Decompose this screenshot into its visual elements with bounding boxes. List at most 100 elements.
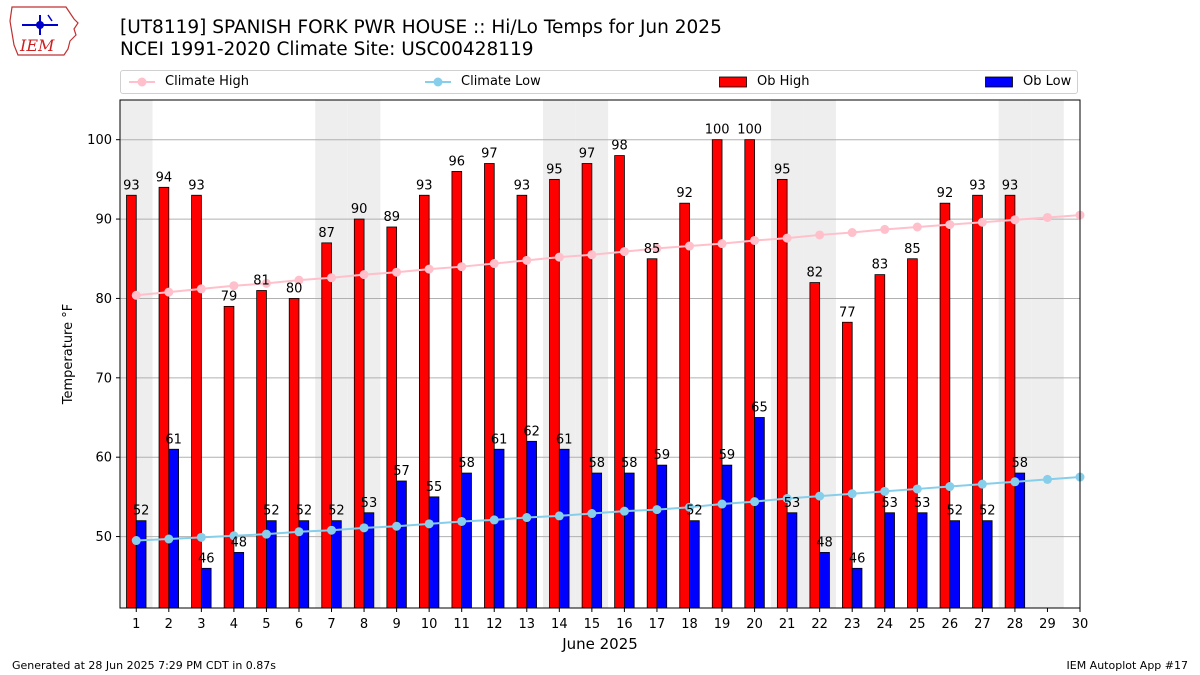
bar-ob-low [949,520,960,609]
x-tick-label: 12 [486,617,503,632]
data-label-ob-low: 52 [296,504,313,519]
climate-low-point [880,486,890,496]
y-tick-label: 100 [87,133,112,148]
y-tick-label: 60 [95,451,112,466]
climate-low-point [196,532,206,542]
bar-ob-high [321,242,332,609]
y-tick-label: 70 [95,371,112,386]
legend-item-climate-low: Climate Low [425,74,541,89]
climate-low-point [684,502,694,512]
bar-ob-low [396,480,407,609]
climate-high-point [880,224,890,234]
climate-low-point [261,529,271,539]
bar-ob-high [191,194,202,609]
bar-ob-low [591,472,603,609]
data-label-ob-low: 59 [654,448,671,463]
climate-high-point [1042,212,1052,222]
bar-ob-low [428,496,440,609]
x-tick-label: 20 [746,617,763,632]
climate-high-line [136,214,1081,297]
bar-ob-low [1014,472,1026,609]
data-label-ob-low: 52 [686,504,703,519]
data-label-ob-high: 95 [546,162,563,177]
climate-low-point [945,482,955,492]
climate-high-point [652,243,662,253]
x-tick-label: 8 [360,617,368,632]
climate-high-point [912,222,922,232]
bar-ob-low [851,567,863,609]
data-label-ob-high: 85 [904,242,921,257]
footer-app-text: IEM Autoplot App #17 [1066,659,1189,672]
data-label-ob-low: 52 [263,504,280,519]
data-label-ob-high: 92 [676,186,693,201]
climate-low-point [131,536,141,546]
bar-ob-high [646,258,658,609]
data-label-ob-high: 82 [807,266,824,281]
data-label-ob-high: 87 [318,226,335,241]
data-label-ob-low: 52 [979,504,996,519]
x-axis-label: June 2025 [561,635,638,653]
data-label-ob-low: 62 [523,424,540,439]
climate-high-point [131,290,141,300]
x-tick-label: 27 [974,617,991,632]
data-label-ob-low: 52 [133,504,150,519]
x-tick-label: 17 [649,617,666,632]
legend-label-ob-low: Ob Low [1023,74,1072,89]
x-tick-label: 6 [295,617,303,632]
climate-high-point [327,273,337,283]
climate-high-point [619,247,629,257]
data-label-ob-low: 53 [881,496,898,511]
x-tick-label: 2 [165,617,173,632]
bar-ob-high [158,186,170,609]
data-label-ob-low: 58 [1012,456,1029,471]
x-tick-label: 9 [392,617,400,632]
climate-low-point [815,491,825,501]
weekend-shade [1031,100,1064,608]
climate-high-point [945,220,955,230]
data-label-ob-high: 83 [872,258,889,273]
bar-ob-low [689,520,700,609]
climate-low-point [1010,477,1020,487]
bar-ob-high [484,163,495,609]
svg-text:IEM: IEM [19,36,55,55]
legend-item-climate-high: Climate High [129,74,249,89]
climate-low-point [717,499,727,509]
climate-high-point [294,275,304,285]
climate-low-point [847,489,857,499]
data-label-ob-low: 55 [426,480,443,495]
climate-low-point [554,511,564,521]
x-tick-label: 11 [453,617,470,632]
bar-ob-low [754,417,765,609]
data-label-ob-high: 89 [383,210,400,225]
bar-ob-high [256,290,267,609]
climate-low-point [489,515,499,525]
bar-ob-low [981,520,993,609]
data-label-ob-low: 65 [751,401,768,416]
data-label-ob-low: 53 [361,496,378,511]
data-label-ob-low: 61 [165,432,182,447]
bar-ob-high [939,202,951,609]
bar-ob-low [135,520,147,609]
bar-ob-high [614,155,625,609]
data-label-ob-low: 53 [914,496,931,511]
x-tick-label: 5 [262,617,270,632]
climate-low-point [294,527,304,537]
bar-ob-low [656,464,668,609]
legend-label-climate-high: Climate High [165,74,250,89]
legend-label-ob-high: Ob High [757,74,810,89]
climate-high-point [392,267,402,277]
legend-swatch-climate-low [425,77,451,86]
data-label-ob-high: 98 [611,139,628,154]
bar-ob-low [558,448,570,609]
x-tick-label: 3 [197,617,205,632]
climate-low-point [977,479,987,489]
data-label-ob-low: 48 [816,535,833,550]
climate-low-point [424,519,434,529]
data-label-ob-high: 93 [188,178,205,193]
data-label-ob-low: 48 [231,535,248,550]
legend-swatch-ob-high [719,76,747,87]
data-label-ob-low: 52 [328,504,345,519]
legend-label-climate-low: Climate Low [461,74,541,89]
x-tick-label: 16 [616,617,633,632]
bar-ob-low [526,440,537,609]
